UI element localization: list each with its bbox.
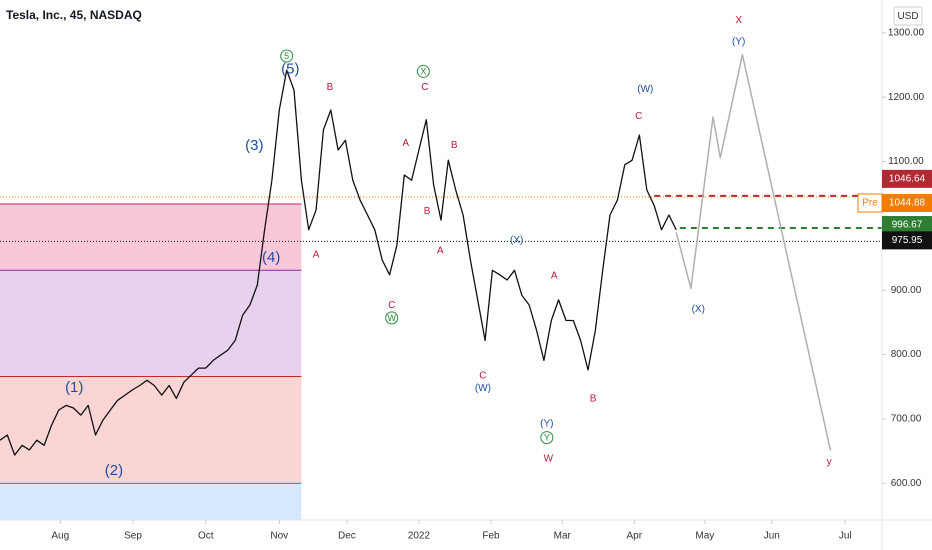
wave-label: B	[451, 140, 458, 151]
y-tick-label: 700.00	[891, 414, 922, 425]
x-tick-label: Aug	[51, 531, 69, 542]
wave-label: (3)	[245, 137, 263, 154]
wave-circle	[416, 64, 430, 78]
wave-label: C	[479, 370, 486, 381]
x-tick-label: Oct	[198, 531, 214, 542]
x-tick-label: Sep	[124, 531, 142, 542]
wave-label: W	[388, 313, 397, 323]
x-tick-label: Nov	[270, 531, 288, 542]
wave-circle	[385, 311, 399, 325]
wave-label: (4)	[262, 249, 280, 266]
x-tick-label: Apr	[627, 531, 643, 542]
y-tick-label: 900.00	[891, 285, 922, 296]
price-tag-label: 996.67	[892, 220, 923, 231]
price-line-series	[0, 69, 677, 456]
wave-label: A	[402, 138, 409, 149]
wave-label: (X)	[692, 304, 705, 315]
y-tick-label: 1100.00	[888, 156, 924, 167]
wave-label: 5	[284, 51, 289, 61]
zone	[0, 204, 302, 271]
price-tag	[882, 194, 932, 213]
y-tick-label: 800.00	[891, 349, 922, 360]
currency-box[interactable]	[893, 6, 923, 26]
zone	[0, 376, 302, 484]
y-tick-label: 600.00	[891, 478, 922, 489]
zone	[0, 483, 302, 520]
wave-label: Y	[544, 432, 550, 442]
wave-circle	[540, 431, 554, 445]
wave-label: (X)	[510, 235, 523, 246]
zone	[0, 270, 302, 377]
projection-line	[675, 53, 832, 451]
price-tag	[882, 231, 932, 250]
wave-label: C	[635, 111, 642, 122]
price-tag	[882, 216, 932, 235]
chart-title: Tesla, Inc., 45, NASDAQ	[6, 8, 142, 22]
price-tag-label: 975.95	[892, 235, 923, 246]
wave-label: (2)	[105, 462, 123, 479]
wave-label: X	[420, 66, 426, 76]
x-tick-label: Dec	[338, 531, 356, 542]
x-tick-label: Jun	[764, 531, 780, 542]
wave-label: B	[424, 206, 431, 217]
x-tick-label: Jul	[839, 531, 852, 542]
price-tag-pre-label: Pre	[862, 198, 878, 209]
wave-label: W	[544, 453, 554, 464]
x-tick-label: 2022	[408, 531, 431, 542]
x-tick-label: Feb	[482, 531, 500, 542]
wave-label: A	[313, 249, 320, 260]
wave-label: (1)	[65, 379, 83, 396]
wave-label: (5)	[281, 60, 299, 77]
wave-label: (W)	[637, 84, 653, 95]
wave-label: (Y)	[540, 419, 553, 430]
wave-label: X	[735, 15, 742, 26]
wave-label: y	[827, 457, 832, 468]
wave-label: A	[437, 245, 444, 256]
wave-label: C	[388, 300, 395, 311]
price-tag-label: 1044.88	[889, 198, 926, 209]
wave-label: (W)	[475, 383, 491, 394]
wave-label: C	[421, 82, 428, 93]
y-tick-label: 1300.00	[888, 27, 925, 38]
wave-label: (Y)	[732, 36, 745, 47]
y-tick-label: 1200.00	[888, 92, 925, 103]
wave-circle	[280, 49, 294, 63]
wave-label: B	[327, 82, 334, 93]
wave-label: B	[590, 394, 597, 405]
x-tick-label: Mar	[554, 531, 572, 542]
wave-label: A	[551, 271, 558, 282]
currency-label: USD	[897, 11, 918, 22]
price-tag-label: 1046.64	[889, 174, 926, 185]
price-tag	[882, 169, 932, 188]
x-tick-label: May	[695, 531, 714, 542]
